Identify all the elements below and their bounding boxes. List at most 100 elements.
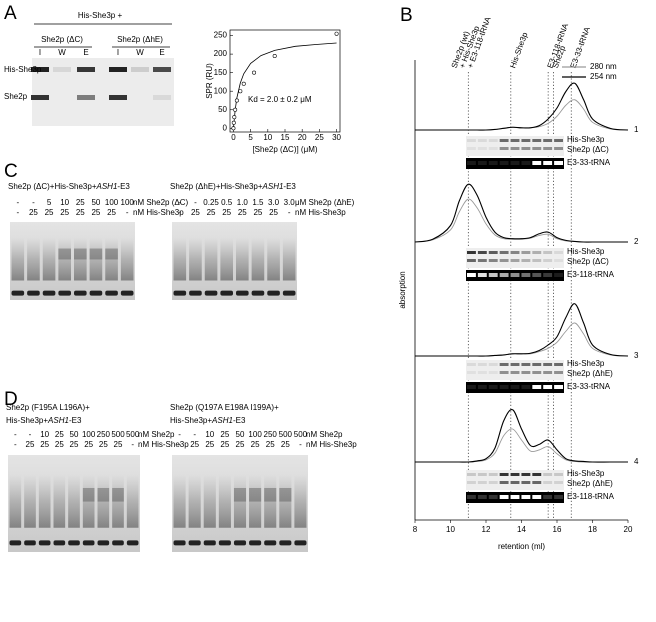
trace-line <box>415 322 629 357</box>
condition-value: 500 <box>279 430 293 439</box>
data-point <box>231 120 236 125</box>
gel-band <box>543 161 553 165</box>
gel-band <box>126 474 139 528</box>
condition-value: 25 <box>60 208 69 217</box>
condition-unit: nM His-She3p <box>133 208 184 217</box>
data-point <box>231 126 236 131</box>
trace-line <box>415 303 629 357</box>
title-part: She2p (ΔhE)+His-She3p+ <box>170 182 263 191</box>
gel-band <box>543 385 553 389</box>
condition-value: - <box>14 430 17 439</box>
gel-band <box>510 473 520 476</box>
gel-band <box>58 248 71 260</box>
gel-band <box>105 248 118 260</box>
gel-header: His-She3p + <box>78 11 123 20</box>
trace-line <box>415 82 629 131</box>
gel-band <box>120 237 134 281</box>
data-point <box>234 98 239 103</box>
gel-band <box>510 363 520 366</box>
y-tick-label: 150 <box>214 68 228 77</box>
gel-band <box>279 474 292 528</box>
condition-value: 25 <box>99 440 108 449</box>
gel-band <box>294 474 307 528</box>
condition-value: 1.0 <box>237 198 249 207</box>
condition-value: 100 <box>248 430 262 439</box>
gel-label: E3-118-tRNA <box>567 492 615 501</box>
condition-value: - <box>288 208 291 217</box>
gel-band <box>173 540 186 546</box>
gel-band <box>112 540 124 546</box>
gel-band <box>554 139 563 142</box>
gel-band <box>74 237 87 281</box>
gel-band <box>488 273 498 277</box>
gel-band <box>543 495 553 499</box>
data-point <box>241 81 246 86</box>
condition-value: 25 <box>236 440 245 449</box>
gel-band <box>477 385 487 389</box>
gel-band <box>510 259 520 262</box>
gel-band <box>89 237 103 281</box>
gel-band <box>251 237 265 281</box>
gel-band <box>282 237 296 281</box>
x-tick-label: 16 <box>553 525 562 534</box>
lane-label: I <box>39 48 41 57</box>
gel-band <box>521 139 531 142</box>
gel-label: She2p (ΔC) <box>567 257 609 266</box>
condition-value: 5 <box>47 198 52 207</box>
gel-band <box>499 139 509 142</box>
condition-value: - <box>126 208 129 217</box>
title-part: She2p (ΔC)+His-She3p+ <box>8 182 97 191</box>
gel-band <box>267 290 280 296</box>
y-tick-label: 100 <box>214 86 228 95</box>
gel-band <box>204 237 218 281</box>
condition-value: - <box>193 430 196 439</box>
gel-band <box>543 473 553 476</box>
gel-band <box>477 371 487 374</box>
gel-band <box>153 67 171 72</box>
condition-value: 50 <box>91 198 100 207</box>
gel-band <box>204 290 218 296</box>
gel-band <box>521 371 531 374</box>
gel-band <box>251 290 265 296</box>
title-part: -E3 <box>117 182 130 191</box>
gel-band <box>499 385 509 389</box>
condition-value: - <box>178 440 181 449</box>
y-tick-label: 200 <box>214 49 228 58</box>
condition-value: 25 <box>91 208 100 217</box>
gel-band <box>24 540 36 546</box>
gel-band <box>467 147 476 150</box>
gel-band <box>477 363 487 366</box>
condition-value: - <box>194 198 197 207</box>
condition-value: 500 <box>126 430 140 439</box>
gel-band <box>510 161 520 165</box>
gel-band <box>499 147 509 150</box>
title-part: ASH1 <box>96 182 118 191</box>
band-label: She2p <box>4 92 28 101</box>
condition-value: 25 <box>84 440 93 449</box>
gel-label: She2p (ΔhE) <box>567 479 613 488</box>
gel-band <box>477 481 487 484</box>
gel-label: His-She3p <box>567 359 605 368</box>
gel-band <box>543 273 553 277</box>
lane-label: E <box>83 48 88 57</box>
condition-value: 25 <box>190 440 199 449</box>
data-point <box>233 107 238 112</box>
gel-band <box>467 371 476 374</box>
condition-value: 25 <box>70 440 79 449</box>
gel-band <box>97 540 110 546</box>
gel-band <box>543 251 553 254</box>
gel-band <box>499 259 509 262</box>
x-tick-label: 5 <box>248 133 253 142</box>
gel-band <box>153 95 171 100</box>
condition-value: 25 <box>205 440 214 449</box>
trace-line <box>415 99 629 131</box>
gel-band <box>189 290 202 296</box>
gel-band <box>249 487 262 502</box>
gel-band <box>233 540 247 546</box>
trace-line <box>415 428 628 463</box>
condition-value: 25 <box>40 440 49 449</box>
gel-band <box>58 237 71 281</box>
gel-band <box>109 95 127 100</box>
gel-band <box>488 251 498 254</box>
gel-band <box>554 259 563 262</box>
